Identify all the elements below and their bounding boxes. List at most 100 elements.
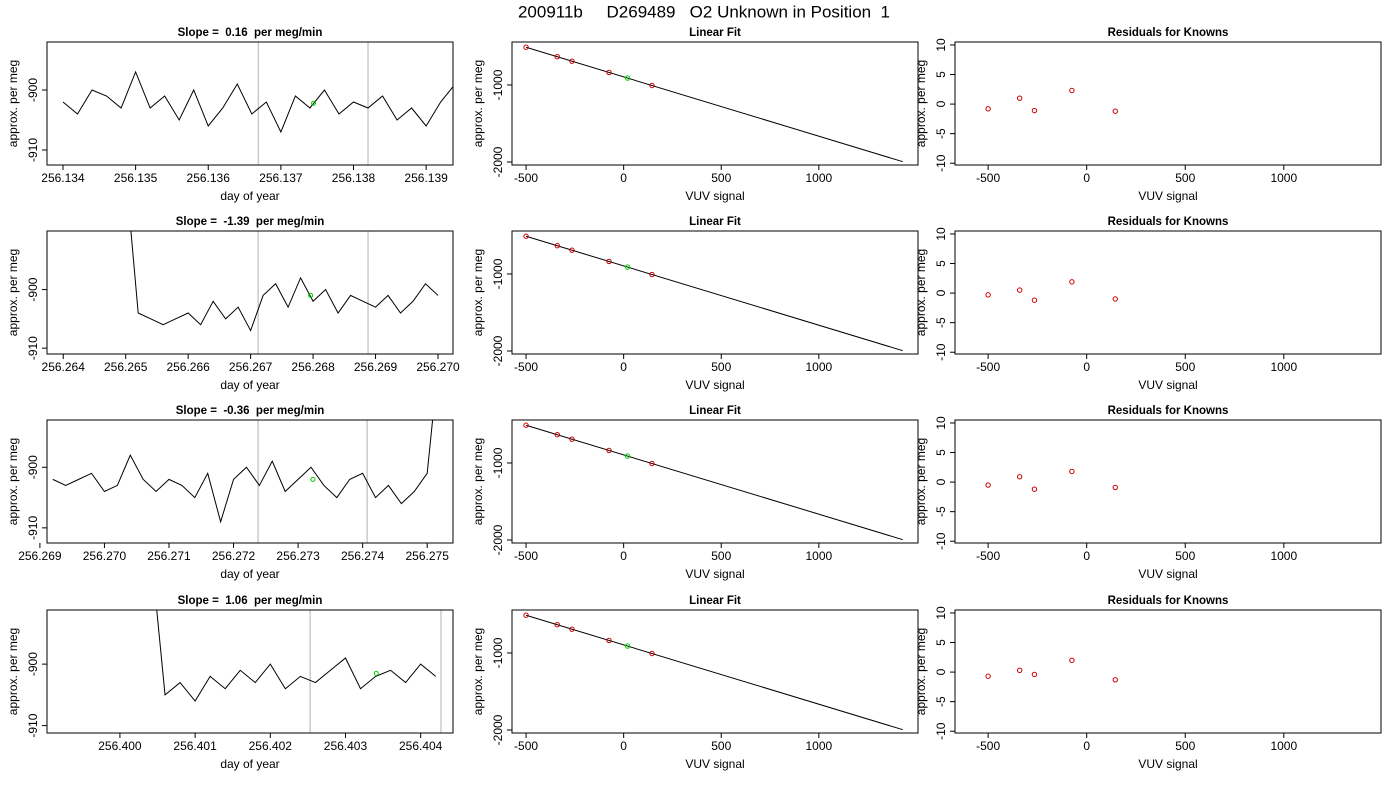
data-point bbox=[985, 482, 991, 488]
plot-frame bbox=[46, 419, 454, 544]
x-tick-label: -500 bbox=[514, 739, 538, 753]
x-tick-label: 256.273 bbox=[276, 549, 320, 563]
x-tick-label: -500 bbox=[514, 549, 538, 563]
data-point bbox=[606, 258, 612, 265]
x-tick-label: 0 bbox=[620, 360, 627, 374]
x-tick-label: 256.274 bbox=[341, 549, 385, 563]
panel-title: Linear Fit bbox=[689, 595, 741, 607]
y-tick-label: 0 bbox=[934, 668, 948, 675]
y-axis-label: approx. per meg bbox=[914, 438, 928, 525]
panel-title: Residuals for Knowns bbox=[1108, 595, 1229, 607]
y-tick-label: -1000 bbox=[491, 258, 505, 289]
x-tick-label: 0 bbox=[1083, 171, 1090, 185]
x-tick-label: -500 bbox=[976, 739, 1000, 753]
panel: Linear Fit VUV signal approx. per meg -500 0… bbox=[471, 27, 919, 203]
y-axis-label: approx. per meg bbox=[6, 249, 20, 336]
panel-title: Slope = -0.36 per meg/min bbox=[176, 405, 325, 417]
data-point bbox=[1016, 95, 1023, 101]
panel: Linear Fit VUV signal approx. per meg -500 0… bbox=[471, 216, 919, 392]
y-tick-label: -910 bbox=[26, 336, 40, 360]
panel-title: Slope = -1.39 per meg/min bbox=[176, 216, 325, 228]
plot-frame bbox=[511, 230, 919, 355]
y-tick-label: 5 bbox=[934, 449, 948, 456]
x-tick-label: 256.264 bbox=[42, 360, 86, 374]
y-tick-label: 10 bbox=[934, 227, 948, 241]
data-point bbox=[554, 243, 560, 249]
y-axis-label: approx. per meg bbox=[914, 60, 928, 147]
y-tick-label: -2000 bbox=[491, 524, 505, 555]
x-tick-label: 256.272 bbox=[212, 549, 256, 563]
data-point bbox=[1031, 671, 1038, 678]
x-tick-label: 500 bbox=[1175, 360, 1195, 374]
y-tick-label: -5 bbox=[934, 128, 948, 139]
x-axis-label: VUV signal bbox=[1138, 189, 1197, 203]
data-point bbox=[606, 637, 612, 644]
x-tick-label: 256.267 bbox=[229, 360, 273, 374]
data-point bbox=[523, 233, 529, 239]
y-tick-label: -10 bbox=[934, 343, 948, 361]
y-axis-label: approx. per meg bbox=[6, 628, 20, 715]
data-point bbox=[1016, 287, 1023, 293]
x-tick-label: 256.270 bbox=[416, 360, 460, 374]
y-tick-label: -910 bbox=[26, 516, 40, 540]
y-axis-label: approx. per meg bbox=[914, 628, 928, 715]
data-point bbox=[1031, 486, 1038, 492]
x-tick-label: 1000 bbox=[1270, 360, 1297, 374]
x-tick-label: 256.138 bbox=[332, 171, 376, 185]
panel-title: Residuals for Knowns bbox=[1108, 405, 1229, 417]
y-tick-label: -910 bbox=[26, 713, 40, 737]
x-tick-label: 256.402 bbox=[249, 739, 293, 753]
plot-frame bbox=[954, 609, 1382, 734]
x-tick-label: 500 bbox=[711, 739, 731, 753]
x-axis-label: VUV signal bbox=[685, 567, 744, 581]
data-point bbox=[649, 271, 655, 278]
x-axis-label: VUV signal bbox=[685, 757, 744, 771]
y-tick-label: -900 bbox=[26, 277, 40, 301]
data-point bbox=[523, 612, 529, 618]
y-axis-label: approx. per meg bbox=[6, 438, 20, 525]
x-tick-label: 500 bbox=[711, 549, 731, 563]
x-axis-label: VUV signal bbox=[685, 378, 744, 392]
x-axis-label: VUV signal bbox=[685, 189, 744, 203]
panel: Slope = 0.16 per meg/min day of year appro… bbox=[6, 27, 454, 203]
data-point bbox=[1112, 296, 1118, 302]
x-tick-label: -500 bbox=[976, 549, 1000, 563]
x-tick-label: -500 bbox=[514, 171, 538, 185]
x-tick-label: 256.139 bbox=[404, 171, 448, 185]
fit-line bbox=[525, 614, 903, 731]
x-tick-label: 256.266 bbox=[166, 360, 210, 374]
data-point bbox=[554, 432, 560, 438]
x-axis-label: day of year bbox=[220, 757, 279, 771]
plot-frame bbox=[511, 419, 919, 544]
data-line bbox=[52, 420, 434, 524]
plot-area bbox=[523, 233, 903, 352]
data-point bbox=[1069, 657, 1075, 663]
data-point bbox=[523, 422, 529, 428]
x-axis-label: VUV signal bbox=[1138, 378, 1197, 392]
y-tick-label: 0 bbox=[934, 289, 948, 296]
plot-frame bbox=[46, 609, 454, 734]
data-point bbox=[1112, 484, 1118, 491]
data-point bbox=[1069, 279, 1075, 285]
x-tick-label: 1000 bbox=[805, 171, 832, 185]
data-point bbox=[985, 292, 991, 298]
panel-title: Slope = 0.16 per meg/min bbox=[178, 27, 323, 39]
x-tick-label: 500 bbox=[711, 360, 731, 374]
plot-area bbox=[523, 422, 903, 541]
plot-area bbox=[52, 420, 434, 543]
data-point bbox=[569, 247, 575, 253]
y-tick-label: -2000 bbox=[491, 335, 505, 366]
x-tick-label: 256.400 bbox=[98, 739, 142, 753]
data-point bbox=[624, 75, 631, 81]
y-tick-label: 10 bbox=[934, 38, 948, 52]
plot-area bbox=[62, 42, 453, 165]
y-tick-label: -1000 bbox=[491, 637, 505, 668]
x-tick-label: 256.134 bbox=[41, 171, 85, 185]
x-tick-label: 1000 bbox=[1270, 549, 1297, 563]
panel-title: Slope = 1.06 per meg/min bbox=[178, 595, 323, 607]
y-tick-label: -10 bbox=[934, 154, 948, 172]
y-tick-label: 0 bbox=[934, 100, 948, 107]
x-tick-label: 256.137 bbox=[259, 171, 303, 185]
data-point bbox=[1112, 108, 1118, 114]
fit-line bbox=[525, 46, 903, 163]
